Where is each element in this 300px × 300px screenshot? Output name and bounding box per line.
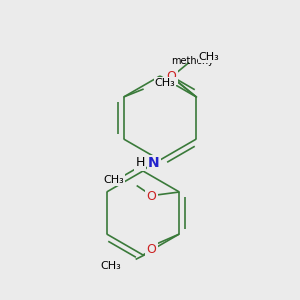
Text: O: O [146,190,156,203]
Text: O: O [146,242,156,256]
Text: methoxy: methoxy [171,56,214,66]
Text: CH₃: CH₃ [154,78,176,88]
Text: O: O [167,70,176,83]
Text: N: N [148,156,160,170]
Text: CH₃: CH₃ [198,52,219,62]
Text: O: O [167,70,177,83]
Text: H: H [135,157,145,169]
Text: CH₃: CH₃ [100,261,122,271]
Text: CH₃: CH₃ [103,175,124,185]
